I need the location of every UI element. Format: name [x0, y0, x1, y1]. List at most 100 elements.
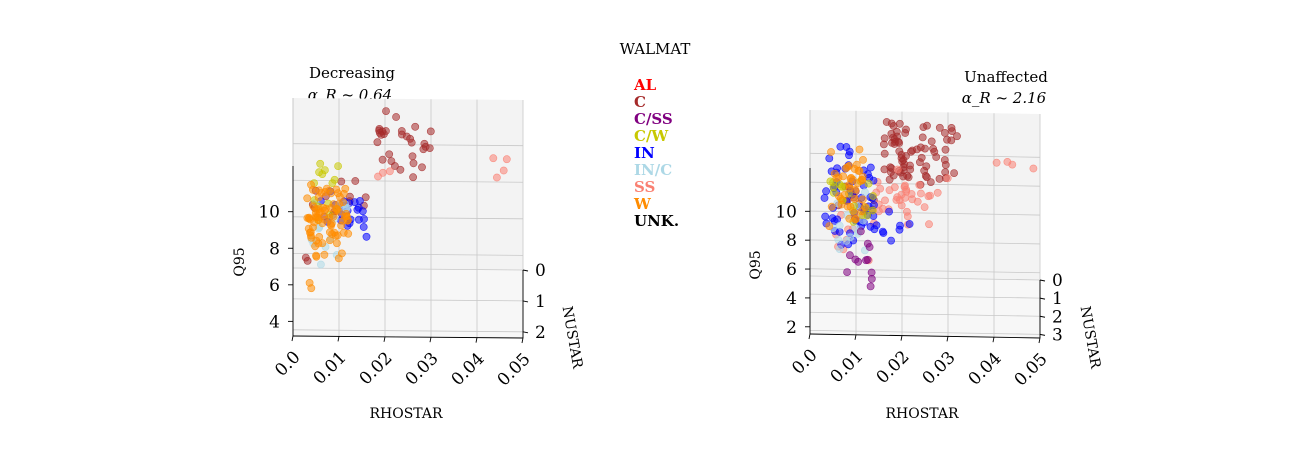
point-ss: [908, 195, 917, 204]
point-w: [845, 180, 854, 189]
point-c: [418, 163, 426, 172]
ylabel-decreasing: NUSTAR: [559, 305, 586, 370]
point-c-ss: [867, 268, 876, 277]
point-c: [923, 121, 931, 130]
x-tick-mark: [946, 336, 949, 342]
grid-line: [809, 293, 1041, 299]
point-c: [351, 177, 360, 185]
legend: AL C C/SS C/W IN IN/C SS W UNK.: [633, 76, 679, 230]
point-ss: [881, 196, 889, 205]
point-c-ss: [854, 257, 863, 266]
point-c-ss: [866, 282, 875, 291]
legend-item-unk: UNK.: [634, 212, 679, 230]
point-w: [859, 155, 867, 164]
point-c: [387, 157, 396, 165]
y-tick-label: 1: [1052, 289, 1063, 309]
point-c: [918, 133, 927, 142]
point-in: [905, 220, 914, 228]
point-in: [825, 154, 834, 163]
point-in: [872, 221, 881, 230]
y-tick-mark: [1039, 333, 1046, 336]
x-tick-label: 0.01: [310, 348, 351, 389]
legend-item-in-c: IN/C: [634, 161, 672, 179]
grid-line: [292, 298, 524, 302]
point-w: [858, 195, 867, 204]
point-w: [851, 195, 859, 203]
point-c: [950, 169, 958, 177]
point-in-c: [834, 235, 843, 244]
x-tick-mark: [808, 333, 811, 340]
point-ss: [1029, 164, 1038, 173]
point-c-w: [316, 159, 325, 168]
point-c: [882, 118, 891, 126]
x-tick-label: 0.0: [271, 347, 304, 380]
point-c-ss: [862, 256, 870, 265]
scatter3d-decreasing: Decreasing α_R ~ 0.64 0.0 0.01 0.02 0.03 0.0…: [232, 64, 585, 422]
point-ss: [925, 220, 933, 229]
point-w: [327, 219, 336, 228]
grid-decreasing: [292, 98, 524, 339]
point-ss: [1008, 160, 1017, 169]
figure-title: WALMAT: [620, 40, 691, 58]
y-tick-label: 3: [1052, 325, 1063, 345]
point-in: [866, 163, 875, 172]
point-ss: [917, 189, 925, 198]
zlabel-unaffected: Q95: [748, 250, 764, 279]
point-c: [889, 122, 898, 130]
point-in: [885, 207, 893, 216]
point-w: [307, 233, 316, 242]
point-c: [947, 124, 956, 132]
scatter3d-unaffected: Unaffected α_R ~ 2.16 0.0 0.01 0.02 0.03 0.0…: [748, 68, 1103, 422]
point-in: [821, 212, 830, 221]
point-c: [916, 158, 924, 167]
point-w: [825, 222, 834, 230]
point-in: [822, 187, 830, 196]
point-ss: [489, 154, 498, 163]
point-in: [887, 236, 895, 245]
point-c-w: [328, 179, 337, 187]
floor-pane: [293, 268, 523, 338]
point-in: [362, 232, 371, 241]
grid-line: [292, 267, 524, 271]
point-c-ss: [856, 227, 865, 236]
x-tick-mark: [521, 337, 524, 344]
x-tick-mark: [900, 335, 903, 341]
y-tick-label: 2: [535, 323, 546, 343]
z-tick-label: 4: [269, 312, 280, 332]
point-ss: [378, 168, 387, 177]
point-c: [382, 107, 390, 115]
point-w: [830, 169, 839, 178]
z-tick-label: 8: [269, 239, 280, 259]
point-w: [309, 223, 317, 232]
point-c-ss: [865, 243, 874, 251]
point-c-w: [869, 192, 877, 200]
x-tick-label: 0.05: [494, 349, 535, 390]
x-tick-label: 0.04: [448, 349, 489, 390]
point-w: [315, 186, 323, 195]
xlabel-unaffected: RHOSTAR: [885, 406, 959, 422]
grid-line: [809, 275, 1041, 281]
point-c: [397, 127, 406, 135]
point-in: [845, 151, 853, 160]
y-tick-mark: [522, 300, 529, 303]
legend-item-c: C: [634, 93, 646, 111]
point-ss: [933, 188, 942, 197]
z-tick-label: 6: [269, 276, 280, 296]
points-decreasing: [301, 107, 511, 293]
point-w: [846, 174, 855, 183]
z-tick-label: 6: [786, 260, 797, 280]
point-c: [426, 127, 435, 136]
point-c: [895, 147, 904, 156]
point-c-w: [864, 179, 873, 188]
point-in-c: [835, 221, 844, 230]
y-tick-label: 2: [1052, 307, 1063, 327]
x-tick-label: 0.01: [827, 346, 868, 387]
point-c: [941, 160, 950, 169]
point-ss: [890, 183, 899, 192]
point-w: [329, 200, 338, 208]
point-in: [895, 225, 904, 234]
grid-line: [809, 210, 1041, 216]
point-c: [889, 133, 897, 142]
z-tick-label: 10: [775, 202, 797, 222]
